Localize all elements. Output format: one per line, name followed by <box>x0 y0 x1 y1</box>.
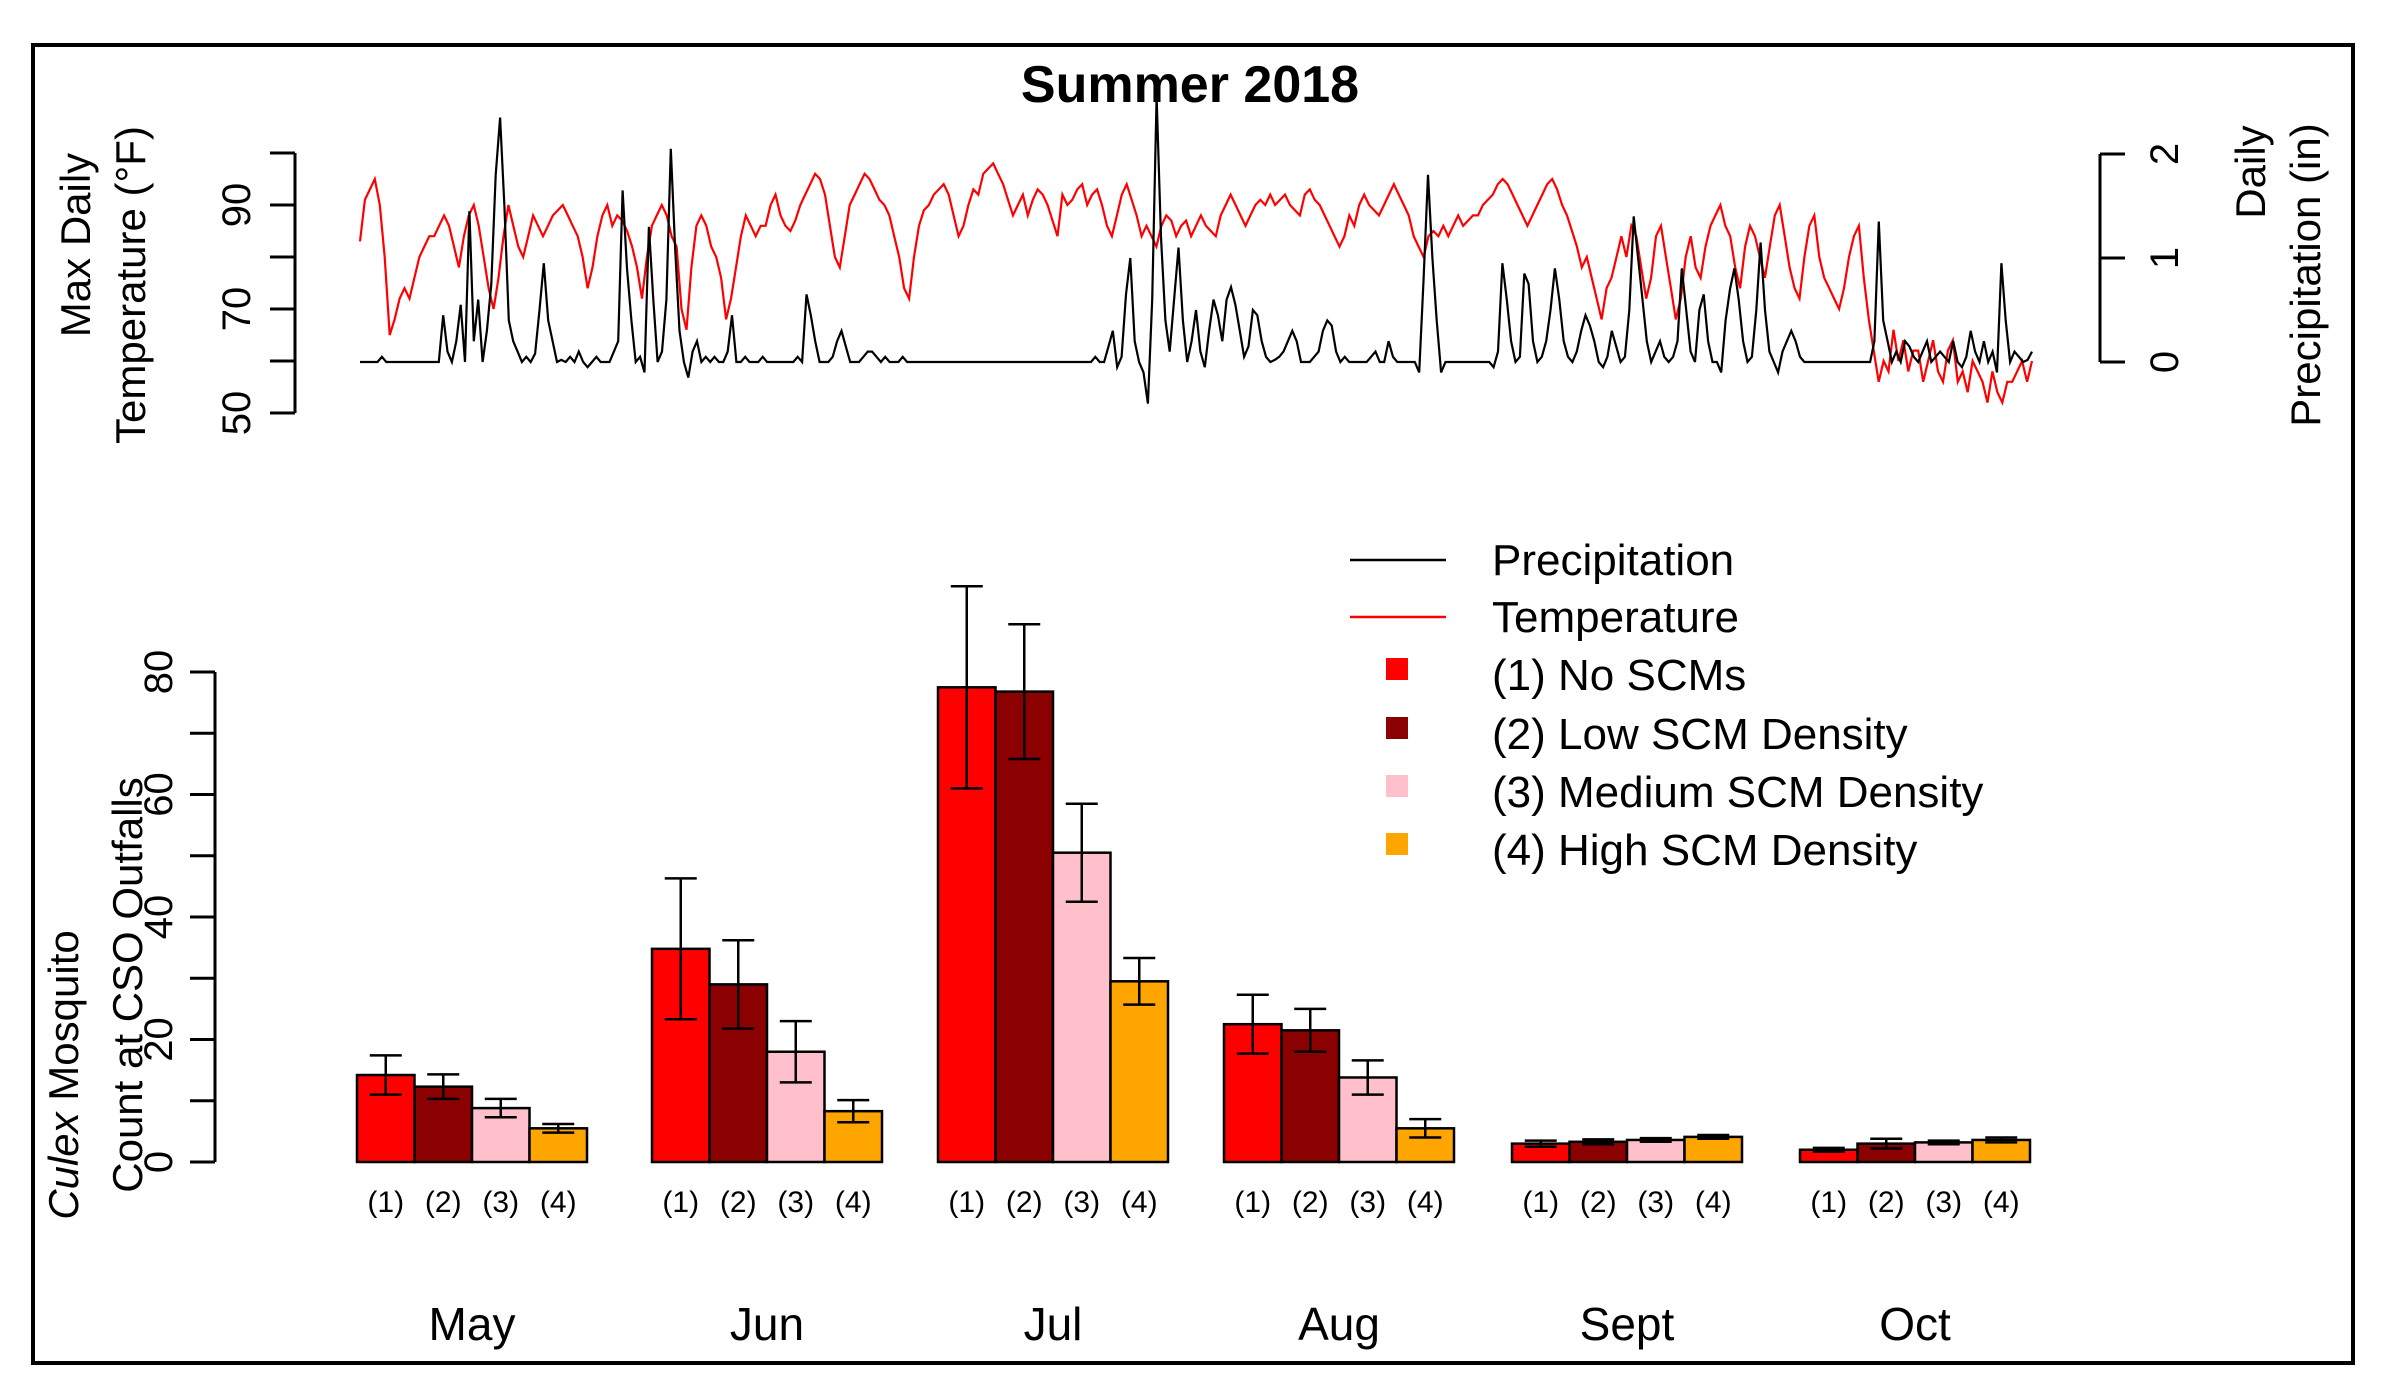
bar-group-label: (4) <box>835 1186 872 1219</box>
temp-tick-label: 50 <box>215 391 259 436</box>
bar-group-label: (2) <box>1868 1186 1905 1219</box>
legend-square-swatch <box>1386 775 1408 797</box>
bar-group-label: (1) <box>1810 1186 1847 1219</box>
chart-legend: Precipitation Temperature (1) No SCMs (2) L… <box>1350 536 1983 875</box>
legend-label: (2) Low SCM Density <box>1492 710 1908 759</box>
month-label-jun: Jun <box>730 1298 804 1350</box>
legend-label: (3) Medium SCM Density <box>1492 768 1983 817</box>
bar-group-label: (4) <box>1121 1186 1158 1219</box>
bar-jul-2 <box>994 690 1055 1164</box>
count-tick-label: 40 <box>137 895 181 940</box>
bar-group-label: (3) <box>1637 1186 1674 1219</box>
bar-group-label: (4) <box>1695 1186 1732 1219</box>
bar-sept-4 <box>1683 1135 1744 1164</box>
temperature-series-line <box>358 161 2034 406</box>
bar-group-label: (4) <box>1983 1186 2020 1219</box>
precip-tick-label: 1 <box>2143 247 2187 269</box>
count-axis-label-line1: Culex Mosquito <box>40 930 87 1219</box>
temp-tick-label: 90 <box>215 183 259 228</box>
temp-axis-label-line2: Temperature (°F) <box>107 126 154 444</box>
bar-group-label: (1) <box>367 1186 404 1219</box>
month-label-aug: Aug <box>1298 1298 1380 1350</box>
bar-group-label: (3) <box>1349 1186 1386 1219</box>
count-tick-label: 0 <box>137 1151 181 1173</box>
bar-jul-3 <box>1051 851 1112 1164</box>
bar-sept-3 <box>1625 1138 1686 1164</box>
legend-label: Precipitation <box>1492 536 1734 585</box>
month-label-may: May <box>429 1298 516 1350</box>
legend-label: (4) High SCM Density <box>1492 826 1917 875</box>
bar-group-label: (4) <box>540 1186 577 1219</box>
legend-square-swatch <box>1386 658 1408 680</box>
chart-title: Summer 2018 <box>1021 56 1359 114</box>
month-label-sept: Sept <box>1580 1298 1675 1350</box>
count-axis-label-rest: Mosquito <box>40 930 87 1112</box>
temp-axis-label-line1: Max Daily <box>52 153 99 337</box>
bar-jul-4 <box>1109 980 1170 1164</box>
bar-group-label: (2) <box>720 1186 757 1219</box>
bar-group-label: (2) <box>1292 1186 1329 1219</box>
bar-group-label: (2) <box>1006 1186 1043 1219</box>
legend-label: (1) No SCMs <box>1492 651 1746 700</box>
bar-group-label: (2) <box>425 1186 462 1219</box>
count-tick-label: 20 <box>137 1017 181 1062</box>
bar-group-label: (1) <box>1522 1186 1559 1219</box>
legend-label: Temperature <box>1492 593 1739 642</box>
month-label-oct: Oct <box>1879 1298 1951 1350</box>
bar-group-label: (3) <box>1925 1186 1962 1219</box>
bar-group-label: (3) <box>1063 1186 1100 1219</box>
bar-group-label: (4) <box>1407 1186 1444 1219</box>
temp-tick-label: 70 <box>215 287 259 332</box>
weather-panel: 50 70 90 Max Daily Temperature (°F) 0 1 2 Daily P… <box>52 96 2329 444</box>
month-label-jul: Jul <box>1024 1298 1083 1350</box>
precip-tick-label: 2 <box>2143 143 2187 165</box>
bar-group-label: (1) <box>662 1186 699 1219</box>
count-axis-label-line2: Count at CSO Outfalls <box>104 777 151 1193</box>
mosquito-bar-panel: 0 20 40 60 80 Culex Mosquito Count at CSO Outf… <box>40 585 2032 1350</box>
count-tick-label: 80 <box>137 650 181 695</box>
legend-square-swatch <box>1386 833 1408 855</box>
bar-group-label: (1) <box>948 1186 985 1219</box>
precip-axis-label-line1: Daily <box>2227 125 2274 218</box>
precipitation-series-line <box>360 96 2033 404</box>
bar-group-label: (1) <box>1234 1186 1271 1219</box>
precip-axis-label-line2: Precipitation (in) <box>2282 123 2329 426</box>
bar-group-label: (2) <box>1580 1186 1617 1219</box>
count-axis-label-italic: Culex <box>40 1110 87 1219</box>
precip-tick-label: 0 <box>2143 351 2187 373</box>
bar-group-label: (3) <box>777 1186 814 1219</box>
bar-group-label: (3) <box>482 1186 519 1219</box>
legend-square-swatch <box>1386 717 1408 739</box>
count-tick-label: 60 <box>137 772 181 817</box>
figure-frame <box>31 43 2355 1365</box>
